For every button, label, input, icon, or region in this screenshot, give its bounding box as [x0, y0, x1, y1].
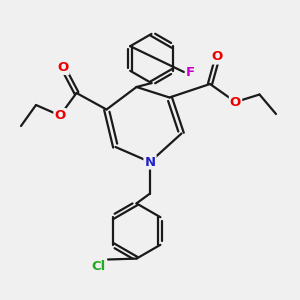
Text: O: O: [212, 50, 223, 64]
Text: Cl: Cl: [92, 260, 106, 274]
Text: O: O: [54, 109, 66, 122]
Text: N: N: [144, 155, 156, 169]
Text: O: O: [230, 95, 241, 109]
Text: O: O: [57, 61, 69, 74]
Text: F: F: [186, 65, 195, 79]
